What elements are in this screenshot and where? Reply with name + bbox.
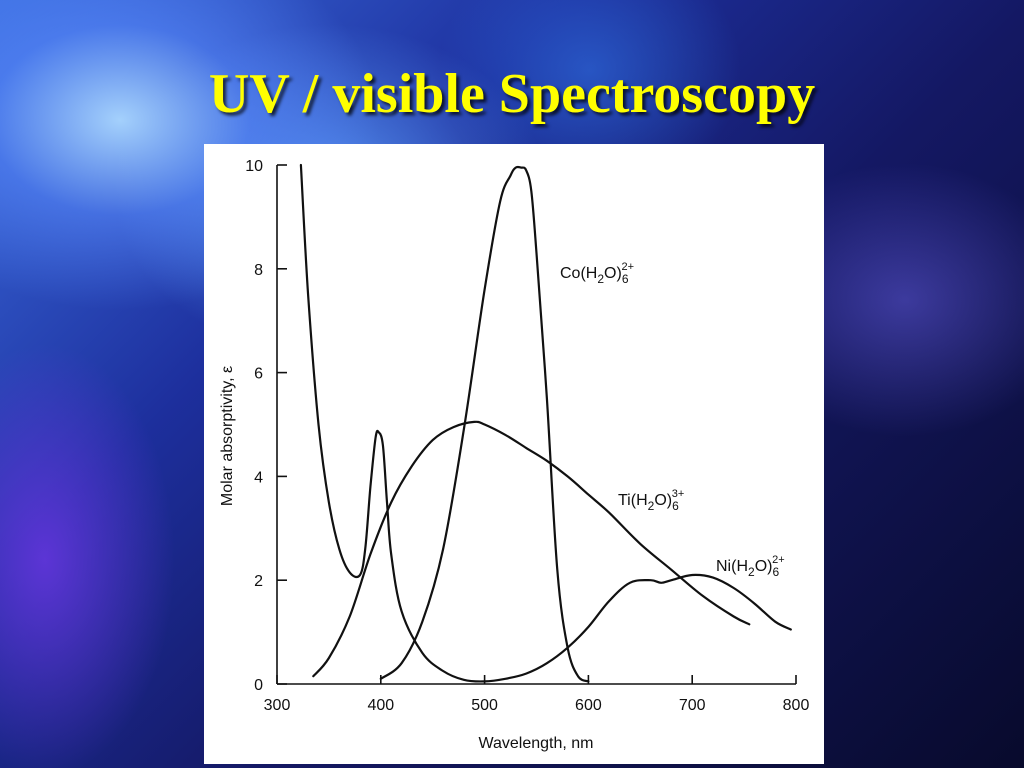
- y-tick-label: 2: [254, 573, 263, 590]
- ti-h2o-6-curve: [312, 420, 751, 678]
- co-h2o-6-curve: [379, 165, 590, 683]
- y-axis-label: Molar absorptivity, ε: [219, 366, 236, 506]
- x-tick-label: 600: [575, 697, 602, 714]
- y-tick-label: 8: [254, 262, 263, 279]
- spectrum-figure: 300 400 500 600 700 800 0 2 4 6 8 10 Co(H2O)62+ Ti(H…: [204, 144, 824, 764]
- slide-title: UV / visible Spectroscopy: [208, 63, 816, 125]
- ni-series-label: Ni(H2O)62+: [716, 554, 785, 579]
- x-tick-label: 400: [367, 697, 394, 714]
- absorption-spectra-chart: 300 400 500 600 700 800 0 2 4 6 8 10 Co(H2O)62+ Ti(H…: [219, 158, 809, 752]
- y-tick-label: 10: [245, 158, 263, 175]
- co-series-label: Co(H2O)62+: [560, 261, 634, 286]
- ni-h2o-6-curve: [299, 163, 792, 683]
- x-tick-label: 800: [783, 697, 810, 714]
- series-labels: Co(H2O)62+ Ti(H2O)63+ Ni(H2O)62+: [560, 261, 785, 579]
- x-tick-label: 700: [679, 697, 706, 714]
- spectral-curves: [299, 163, 792, 683]
- ti-series-label: Ti(H2O)63+: [618, 488, 684, 513]
- y-tick-label: 0: [254, 677, 263, 694]
- y-tick-label: 6: [254, 366, 263, 383]
- x-tick-label: 500: [471, 697, 498, 714]
- x-axis-label: Wavelength, nm: [478, 735, 593, 752]
- x-tick-label: 300: [264, 697, 291, 714]
- y-tick-label: 4: [254, 469, 263, 486]
- axes: 300 400 500 600 700 800 0 2 4 6 8 10: [245, 158, 809, 714]
